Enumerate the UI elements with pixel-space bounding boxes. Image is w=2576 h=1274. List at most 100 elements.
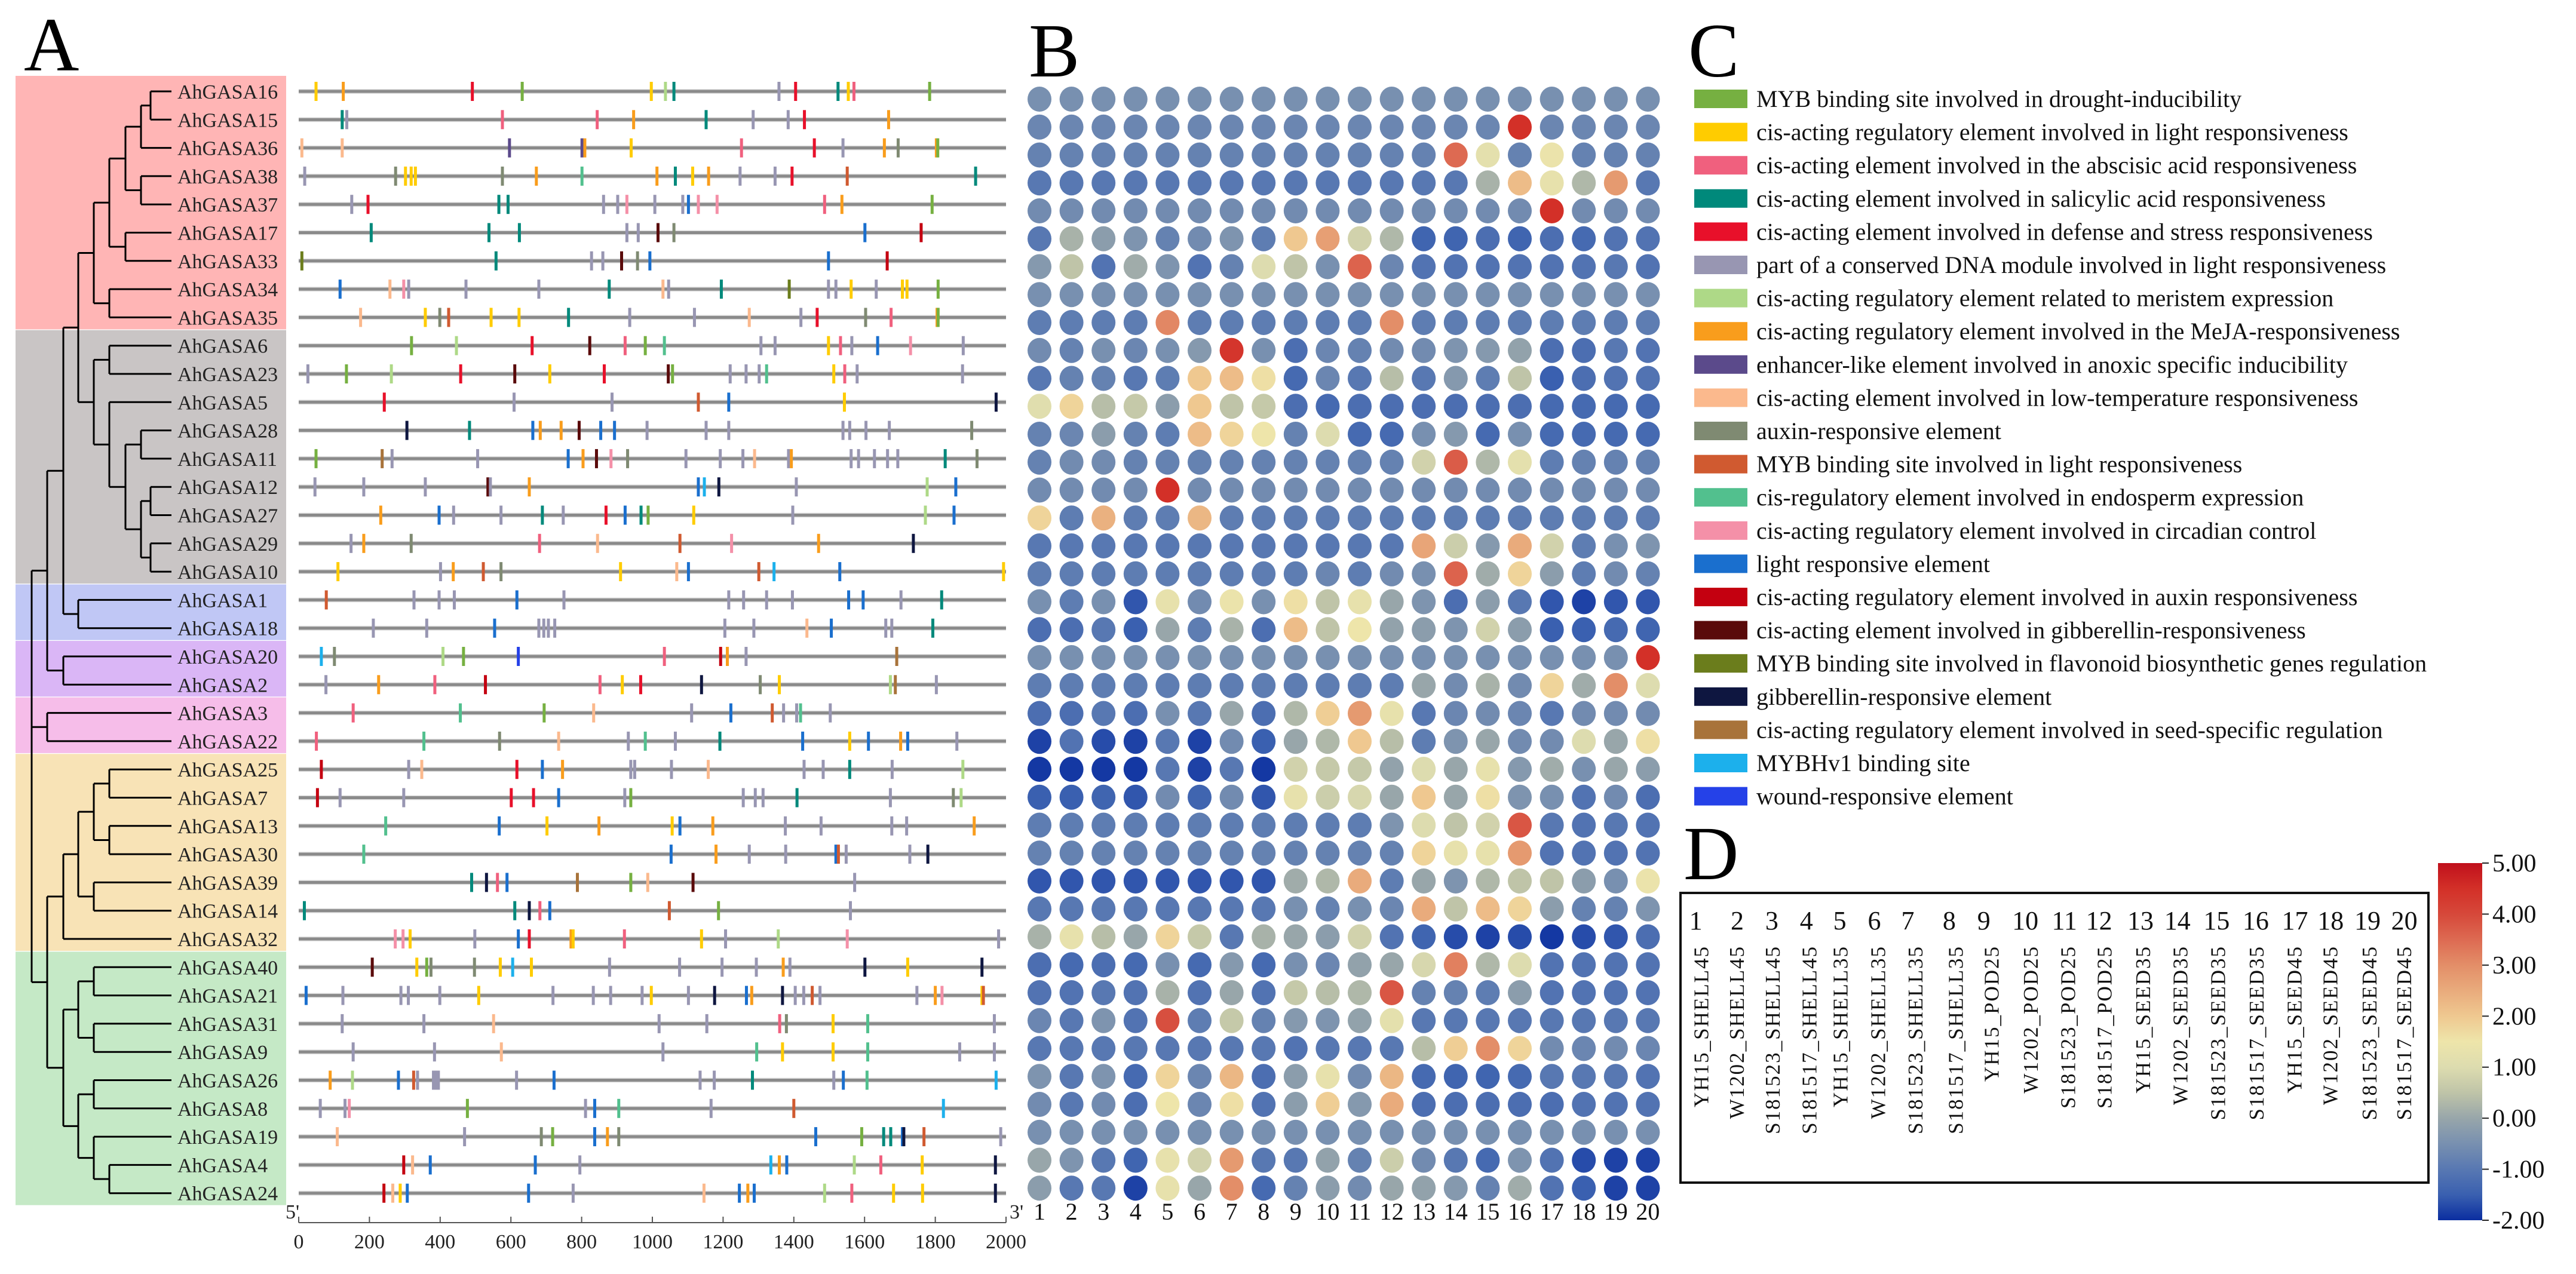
gene-label: AhGASA4 — [177, 1155, 268, 1177]
cis-element-mark — [487, 223, 490, 242]
heatmap-cell — [1572, 282, 1596, 308]
heatmap-cell — [1443, 170, 1468, 196]
heatmap-cell — [1476, 170, 1500, 196]
heatmap-cell — [1155, 1119, 1180, 1145]
cis-element-mark — [890, 816, 894, 836]
heatmap-cell — [1059, 226, 1084, 251]
cis-element-mark — [649, 82, 653, 101]
cis-element-mark — [663, 336, 666, 355]
sample-number: 19 — [2354, 906, 2381, 935]
promoter-line — [299, 118, 1006, 121]
cis-element-mark — [931, 618, 934, 638]
heatmap-cell — [1412, 170, 1436, 196]
cis-element-mark — [882, 138, 886, 158]
heatmap-cell — [1348, 1064, 1372, 1089]
cis-element-mark — [531, 420, 535, 440]
cis-element-mark — [313, 477, 317, 497]
cis-element-mark — [470, 873, 473, 892]
cis-element-mark — [686, 562, 690, 582]
sample-name: S181523_SEED45 — [2358, 945, 2381, 1120]
cis-element-mark — [973, 816, 976, 836]
promoter-line — [299, 655, 1006, 658]
heatmap-cell — [1476, 366, 1500, 391]
heatmap-cell — [1252, 337, 1276, 363]
cis-element-mark — [406, 1183, 409, 1203]
heatmap-cell — [1283, 729, 1308, 754]
heatmap-cell — [1443, 757, 1468, 782]
heatmap-cell — [1572, 757, 1596, 782]
heatmap-cell — [1603, 198, 1628, 223]
cis-element-mark — [753, 449, 756, 468]
promoter-line — [299, 514, 1006, 517]
cis-element-mark — [819, 816, 823, 836]
cis-element-mark — [362, 477, 366, 497]
heatmap-cell — [1219, 337, 1244, 363]
heatmap-cell — [1443, 394, 1468, 419]
sample-number: 9 — [1977, 906, 1991, 935]
legend-label: MYB binding site involved in light respo… — [1756, 451, 2242, 478]
heatmap-cell — [1188, 198, 1212, 223]
heatmap-cell — [1540, 254, 1564, 280]
heatmap-cell — [1091, 645, 1116, 670]
promoter-element-map — [299, 82, 1006, 1203]
cis-element-mark — [753, 788, 757, 808]
cis-element-mark — [759, 675, 762, 695]
heatmap-column-label: 14 — [1444, 1198, 1468, 1225]
heatmap-cell — [1476, 477, 1500, 503]
heatmap-cell — [1155, 170, 1180, 196]
heatmap-cell — [1476, 645, 1500, 670]
heatmap-cell — [1028, 449, 1051, 475]
heatmap-cell — [1059, 1008, 1084, 1033]
heatmap-cell — [1348, 366, 1372, 391]
heatmap-cell — [1123, 254, 1148, 280]
heatmap-cell — [1412, 394, 1436, 419]
cis-element-mark — [643, 336, 647, 355]
sample-key: 1YH15_SHELL452W1202_SHELL453S181523_SHEL… — [1679, 892, 2430, 1184]
heatmap-cell — [1636, 505, 1660, 531]
heatmap-cell — [1059, 533, 1084, 558]
heatmap-cell — [1315, 87, 1340, 112]
heatmap-cell — [1603, 366, 1628, 391]
sample-number: 17 — [2281, 906, 2308, 935]
cis-element-mark — [653, 195, 657, 214]
heatmap-cell — [1348, 980, 1372, 1005]
heatmap-cell — [1283, 477, 1308, 503]
cis-element-mark — [499, 562, 503, 582]
heatmap-cell — [1348, 1175, 1372, 1201]
heatmap-cell — [1059, 1175, 1084, 1201]
heatmap-cell — [1188, 812, 1212, 838]
heatmap-cell — [1443, 868, 1468, 894]
heatmap-cell — [1059, 422, 1084, 447]
cis-element-mark — [499, 1042, 503, 1062]
heatmap-cell — [1476, 617, 1500, 643]
heatmap-cell — [1572, 645, 1596, 670]
heatmap-cell — [1059, 952, 1084, 978]
legend-label: cis-acting regulatory element involved i… — [1756, 584, 2357, 610]
heatmap-cell — [1508, 729, 1532, 754]
heatmap-cell — [1508, 1147, 1532, 1173]
heatmap-cell — [1476, 589, 1500, 615]
cis-element-mark — [814, 1127, 818, 1147]
promoter-line — [299, 485, 1006, 489]
heatmap-cell — [1219, 1064, 1244, 1089]
heatmap-cell — [1379, 226, 1404, 251]
heatmap-cell — [1252, 1119, 1276, 1145]
legend-swatch — [1694, 787, 1747, 806]
legend-swatch — [1694, 754, 1747, 772]
cis-element-mark — [552, 1070, 556, 1090]
heatmap-cell — [1155, 812, 1180, 838]
heatmap-cell — [1028, 980, 1051, 1005]
heatmap-cell — [1348, 337, 1372, 363]
heatmap-cell — [1443, 87, 1468, 112]
heatmap-cell — [1315, 924, 1340, 950]
cis-element-mark — [841, 420, 845, 440]
cis-element-mark — [498, 957, 502, 977]
heatmap-cell — [1188, 924, 1212, 950]
heatmap-cell — [1188, 561, 1212, 587]
cis-element-mark — [408, 929, 412, 948]
cis-element-mark — [795, 703, 799, 723]
cis-element-mark — [791, 505, 795, 525]
cis-element-mark — [315, 731, 318, 751]
cis-element-mark — [437, 590, 441, 610]
